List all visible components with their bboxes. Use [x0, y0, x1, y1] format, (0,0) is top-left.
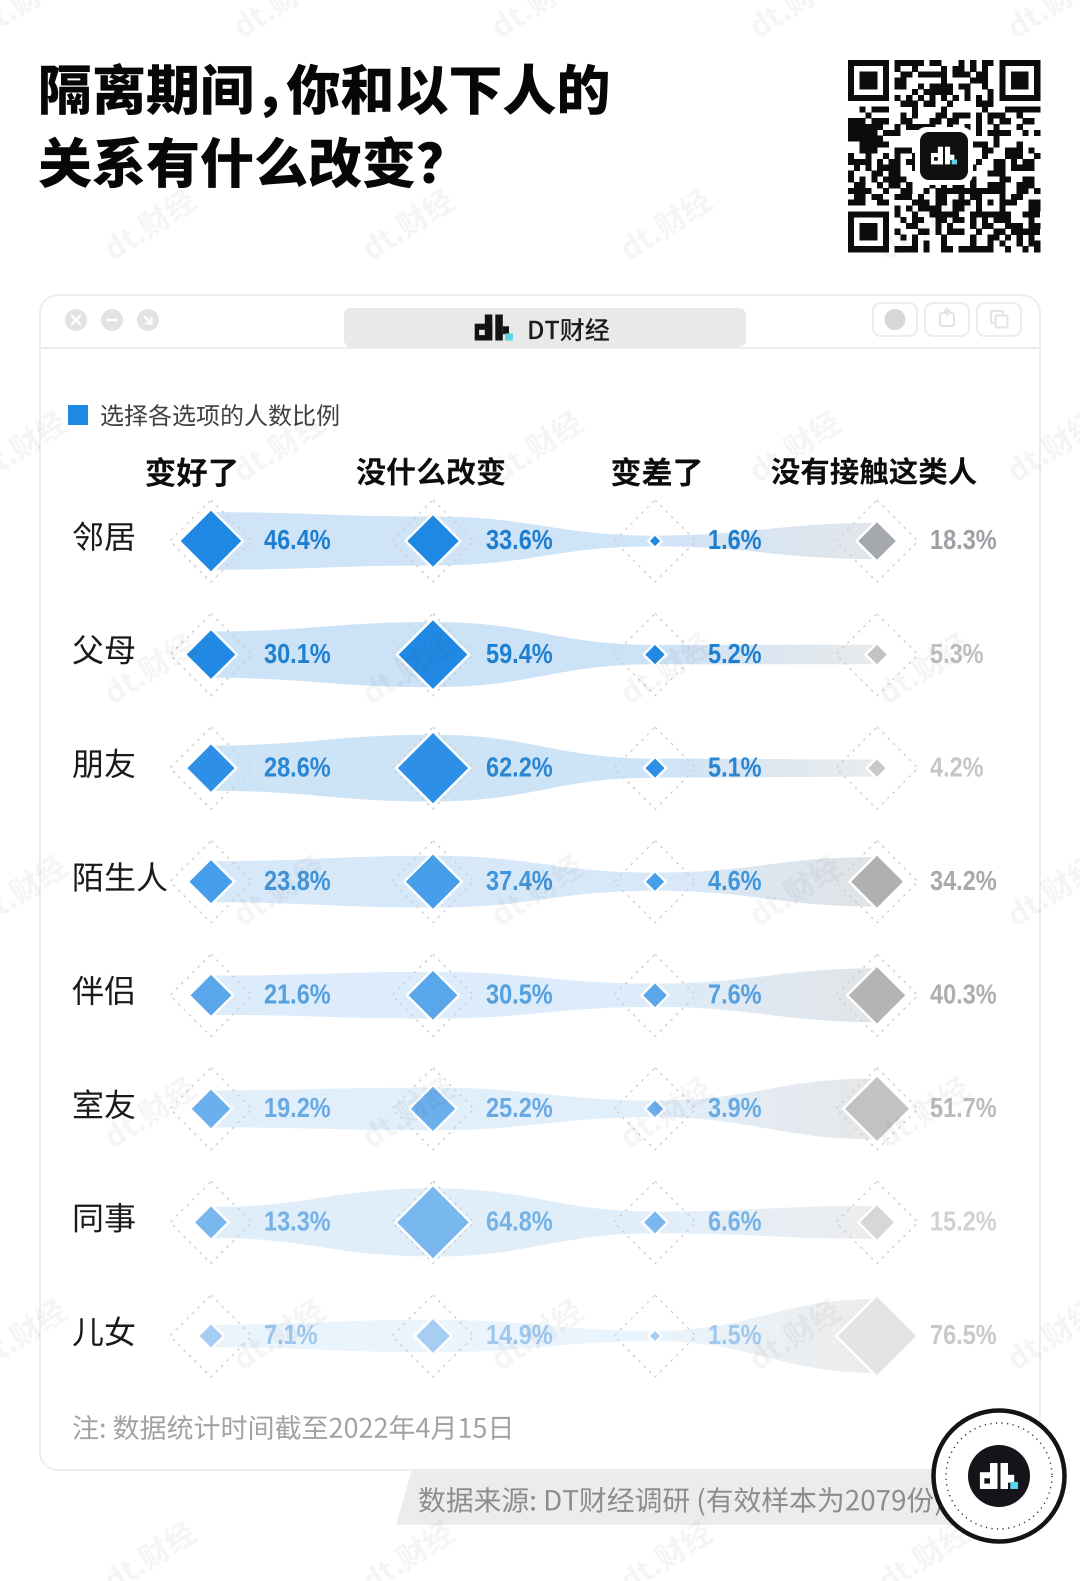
svg-text:59.4%: 59.4% [486, 638, 553, 669]
svg-text:33.6%: 33.6% [486, 524, 553, 555]
svg-text:21.6%: 21.6% [264, 979, 331, 1010]
svg-text:1.6%: 1.6% [708, 524, 762, 555]
svg-text:62.2%: 62.2% [486, 751, 553, 782]
svg-text:28.6%: 28.6% [264, 751, 331, 782]
svg-text:7.6%: 7.6% [708, 979, 762, 1010]
svg-text:5.2%: 5.2% [708, 638, 762, 669]
svg-text:64.8%: 64.8% [486, 1206, 553, 1237]
svg-text:30.1%: 30.1% [264, 638, 331, 669]
svg-text:5.1%: 5.1% [708, 751, 762, 782]
svg-text:4.6%: 4.6% [708, 865, 762, 896]
svg-text:76.5%: 76.5% [930, 1319, 997, 1350]
svg-text:6.6%: 6.6% [708, 1206, 762, 1237]
svg-text:40.3%: 40.3% [930, 979, 997, 1010]
svg-text:13.3%: 13.3% [264, 1206, 331, 1237]
svg-text:18.3%: 18.3% [930, 524, 997, 555]
svg-text:3.9%: 3.9% [708, 1092, 762, 1123]
svg-text:46.4%: 46.4% [264, 524, 331, 555]
svg-text:19.2%: 19.2% [264, 1092, 331, 1123]
svg-text:4.2%: 4.2% [930, 751, 984, 782]
svg-text:25.2%: 25.2% [486, 1092, 553, 1123]
svg-text:34.2%: 34.2% [930, 865, 997, 896]
svg-text:15.2%: 15.2% [930, 1206, 997, 1237]
svg-text:30.5%: 30.5% [486, 979, 553, 1010]
svg-text:1.5%: 1.5% [708, 1319, 762, 1350]
